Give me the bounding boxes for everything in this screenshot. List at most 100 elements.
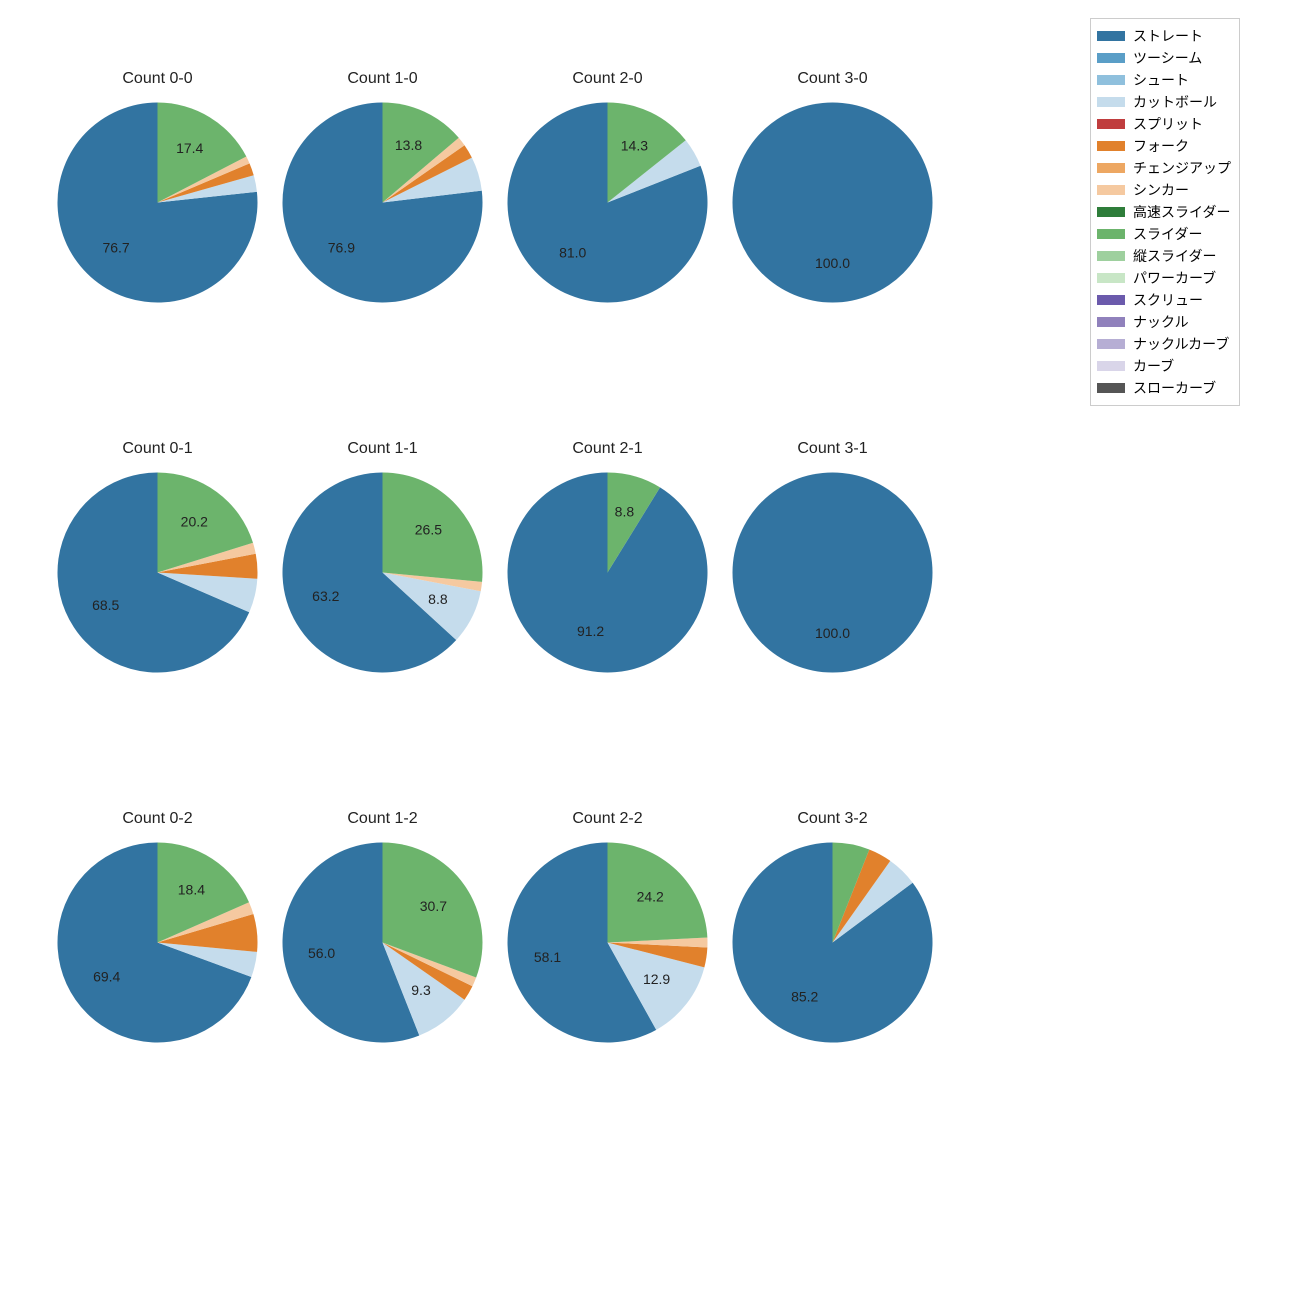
legend-swatch [1097, 97, 1125, 107]
legend-item: ナックル [1097, 311, 1231, 333]
legend-swatch [1097, 361, 1125, 371]
pie-chart: Count 0-2 69.4 18.4 [55, 810, 260, 1045]
pie-svg: 100.0 [730, 470, 935, 675]
legend-item: ナックルカーブ [1097, 333, 1231, 355]
legend-label: ナックル [1133, 312, 1189, 332]
legend-item: スクリュー [1097, 289, 1231, 311]
pie-title: Count 2-1 [505, 440, 710, 458]
legend-label: ナックルカーブ [1133, 334, 1229, 354]
pie-svg: 68.5 20.2 [55, 470, 260, 675]
pie-slice-label: 8.8 [615, 504, 635, 520]
pie-slice-label: 63.2 [312, 588, 339, 604]
pie-slice-label: 26.5 [415, 522, 442, 538]
legend-label: シュート [1133, 70, 1189, 90]
legend-item: ストレート [1097, 25, 1231, 47]
legend-swatch [1097, 185, 1125, 195]
legend-swatch [1097, 53, 1125, 63]
legend-item: シンカー [1097, 179, 1231, 201]
legend-swatch [1097, 229, 1125, 239]
legend-swatch [1097, 339, 1125, 349]
legend-label: スプリット [1133, 114, 1203, 134]
legend-swatch [1097, 141, 1125, 151]
pie-slice-label: 69.4 [93, 969, 120, 985]
legend-swatch [1097, 207, 1125, 217]
pie-chart: Count 2-258.112.924.2 [505, 810, 710, 1045]
pie-title: Count 1-2 [280, 810, 485, 828]
legend-item: カーブ [1097, 355, 1231, 377]
legend-swatch [1097, 31, 1125, 41]
pie-chart: Count 1-1 63.2 8.8 26.5 [280, 440, 485, 675]
pie-slice-label: 30.7 [420, 898, 447, 914]
pie-slice-label: 56.0 [308, 945, 335, 961]
legend-label: スライダー [1133, 224, 1202, 244]
legend-item: スローカーブ [1097, 377, 1231, 399]
pie-svg: 85.2 [730, 840, 935, 1045]
legend-label: スローカーブ [1133, 378, 1216, 398]
pie-slice-label: 18.4 [178, 881, 205, 897]
legend-item: シュート [1097, 69, 1231, 91]
pie-title: Count 3-0 [730, 70, 935, 88]
legend-label: パワーカーブ [1133, 268, 1216, 288]
legend-item: カットボール [1097, 91, 1231, 113]
legend-item: スライダー [1097, 223, 1231, 245]
pie-slice-label: 85.2 [791, 989, 818, 1005]
legend-swatch [1097, 295, 1125, 305]
pie-title: Count 1-0 [280, 70, 485, 88]
pie-chart: Count 3-0 100.0 [730, 70, 935, 305]
pie-chart: Count 1-0 76.913.8 [280, 70, 485, 305]
pie-svg: 58.112.924.2 [505, 840, 710, 1045]
pie-title: Count 2-0 [505, 70, 710, 88]
legend-item: ツーシーム [1097, 47, 1231, 69]
legend-item: 縦スライダー [1097, 245, 1231, 267]
pie-slice-label: 100.0 [815, 255, 850, 271]
pie-chart: Count 0-0 76.717.4 [55, 70, 260, 305]
pie-svg: 91.2 8.8 [505, 470, 710, 675]
pie-slice-label: 91.2 [577, 623, 604, 639]
pie-chart: Count 2-0 81.014.3 [505, 70, 710, 305]
pie-title: Count 3-2 [730, 810, 935, 828]
pie-chart: Count 0-168.520.2 [55, 440, 260, 675]
pie-chart: Count 2-1 91.2 8.8 [505, 440, 710, 675]
legend-label: カットボール [1133, 92, 1217, 112]
pie-title: Count 1-1 [280, 440, 485, 458]
chart-grid: ストレートツーシームシュートカットボールスプリットフォークチェンジアップシンカー… [0, 0, 1300, 1300]
legend-label: カーブ [1133, 356, 1174, 376]
legend-label: ストレート [1133, 26, 1203, 46]
pie-svg: 76.717.4 [55, 100, 260, 305]
legend-label: フォーク [1133, 136, 1189, 156]
pie-slice-label: 20.2 [181, 513, 208, 529]
legend-swatch [1097, 273, 1125, 283]
legend-item: パワーカーブ [1097, 267, 1231, 289]
pie-slice [733, 103, 933, 303]
pie-slice-label: 100.0 [815, 625, 850, 641]
pie-svg: 76.913.8 [280, 100, 485, 305]
pie-svg: 56.0 9.3 30.7 [280, 840, 485, 1045]
pie-chart: Count 1-2 56.0 9.3 30.7 [280, 810, 485, 1045]
pie-chart: Count 3-1 100.0 [730, 440, 935, 675]
legend-swatch [1097, 383, 1125, 393]
pie-slice-label: 68.5 [92, 597, 119, 613]
pie-svg: 100.0 [730, 100, 935, 305]
pie-slice-label: 8.8 [428, 591, 448, 607]
legend-label: ツーシーム [1133, 48, 1202, 68]
legend-item: フォーク [1097, 135, 1231, 157]
pie-title: Count 0-2 [55, 810, 260, 828]
legend-label: 高速スライダー [1133, 202, 1230, 222]
pie-slice-label: 76.9 [328, 240, 355, 256]
legend-item: スプリット [1097, 113, 1231, 135]
legend-item: 高速スライダー [1097, 201, 1231, 223]
pie-slice-label: 9.3 [411, 982, 431, 998]
pie-title: Count 2-2 [505, 810, 710, 828]
pie-slice-label: 17.4 [176, 140, 203, 156]
legend-label: シンカー [1133, 180, 1189, 200]
legend-swatch [1097, 317, 1125, 327]
pie-title: Count 0-0 [55, 70, 260, 88]
pie-slice-label: 12.9 [643, 971, 670, 987]
legend-label: 縦スライダー [1133, 246, 1216, 266]
pie-title: Count 3-1 [730, 440, 935, 458]
pie-svg: 81.014.3 [505, 100, 710, 305]
legend-swatch [1097, 119, 1125, 129]
pie-chart: Count 3-2 85.2 [730, 810, 935, 1045]
pie-slice-label: 81.0 [559, 245, 586, 261]
pie-slice-label: 58.1 [534, 949, 561, 965]
